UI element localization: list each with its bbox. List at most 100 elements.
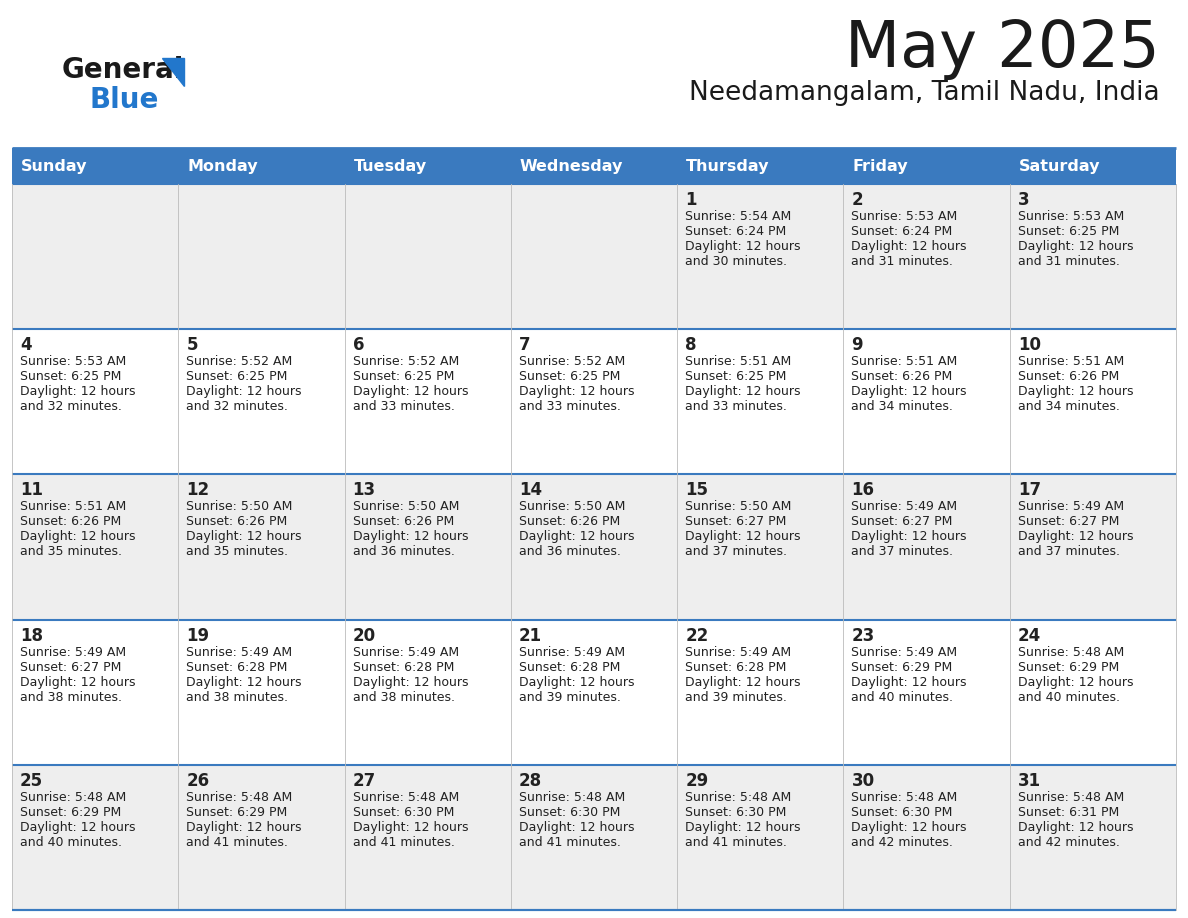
- Text: Sunrise: 5:48 AM: Sunrise: 5:48 AM: [1018, 645, 1124, 658]
- Text: Sunrise: 5:49 AM: Sunrise: 5:49 AM: [187, 645, 292, 658]
- Text: 6: 6: [353, 336, 364, 354]
- Text: Sunrise: 5:54 AM: Sunrise: 5:54 AM: [685, 210, 791, 223]
- Bar: [843, 148, 1010, 184]
- Text: Sunrise: 5:49 AM: Sunrise: 5:49 AM: [852, 500, 958, 513]
- Text: 20: 20: [353, 627, 375, 644]
- Text: 15: 15: [685, 481, 708, 499]
- Text: Sunset: 6:30 PM: Sunset: 6:30 PM: [519, 806, 620, 819]
- Text: 26: 26: [187, 772, 209, 789]
- Text: Sunset: 6:27 PM: Sunset: 6:27 PM: [1018, 515, 1119, 529]
- Text: 24: 24: [1018, 627, 1041, 644]
- Text: Sunday: Sunday: [21, 159, 88, 174]
- Text: Sunset: 6:26 PM: Sunset: 6:26 PM: [187, 515, 287, 529]
- Text: Sunset: 6:24 PM: Sunset: 6:24 PM: [852, 225, 953, 238]
- Text: Daylight: 12 hours
and 39 minutes.: Daylight: 12 hours and 39 minutes.: [685, 676, 801, 703]
- Bar: [1010, 148, 1176, 184]
- Text: Sunrise: 5:52 AM: Sunrise: 5:52 AM: [353, 355, 459, 368]
- Polygon shape: [162, 58, 184, 86]
- Text: Daylight: 12 hours
and 37 minutes.: Daylight: 12 hours and 37 minutes.: [852, 531, 967, 558]
- Text: Sunset: 6:25 PM: Sunset: 6:25 PM: [353, 370, 454, 383]
- Text: Sunrise: 5:52 AM: Sunrise: 5:52 AM: [519, 355, 625, 368]
- Text: Daylight: 12 hours
and 37 minutes.: Daylight: 12 hours and 37 minutes.: [685, 531, 801, 558]
- Text: Sunset: 6:28 PM: Sunset: 6:28 PM: [685, 661, 786, 674]
- Text: 19: 19: [187, 627, 209, 644]
- Text: Sunset: 6:24 PM: Sunset: 6:24 PM: [685, 225, 786, 238]
- Text: Daylight: 12 hours
and 31 minutes.: Daylight: 12 hours and 31 minutes.: [1018, 240, 1133, 268]
- Text: Sunrise: 5:52 AM: Sunrise: 5:52 AM: [187, 355, 292, 368]
- Text: Sunset: 6:27 PM: Sunset: 6:27 PM: [685, 515, 786, 529]
- Text: Sunrise: 5:48 AM: Sunrise: 5:48 AM: [852, 790, 958, 804]
- Bar: [12, 330, 1176, 475]
- Text: Daylight: 12 hours
and 35 minutes.: Daylight: 12 hours and 35 minutes.: [187, 531, 302, 558]
- Text: Blue: Blue: [90, 86, 159, 114]
- Text: Sunset: 6:30 PM: Sunset: 6:30 PM: [852, 806, 953, 819]
- Text: Sunrise: 5:49 AM: Sunrise: 5:49 AM: [852, 645, 958, 658]
- Text: Sunrise: 5:51 AM: Sunrise: 5:51 AM: [1018, 355, 1124, 368]
- Text: Daylight: 12 hours
and 42 minutes.: Daylight: 12 hours and 42 minutes.: [852, 821, 967, 849]
- Text: Sunset: 6:31 PM: Sunset: 6:31 PM: [1018, 806, 1119, 819]
- Text: Daylight: 12 hours
and 39 minutes.: Daylight: 12 hours and 39 minutes.: [519, 676, 634, 703]
- Text: Daylight: 12 hours
and 38 minutes.: Daylight: 12 hours and 38 minutes.: [20, 676, 135, 703]
- Text: General: General: [62, 56, 184, 84]
- Text: Daylight: 12 hours
and 41 minutes.: Daylight: 12 hours and 41 minutes.: [353, 821, 468, 849]
- Text: 10: 10: [1018, 336, 1041, 354]
- Text: Sunrise: 5:49 AM: Sunrise: 5:49 AM: [20, 645, 126, 658]
- Bar: [12, 765, 1176, 910]
- Text: Sunrise: 5:48 AM: Sunrise: 5:48 AM: [20, 790, 126, 804]
- Text: Saturday: Saturday: [1019, 159, 1100, 174]
- Text: Sunrise: 5:51 AM: Sunrise: 5:51 AM: [685, 355, 791, 368]
- Text: Sunrise: 5:50 AM: Sunrise: 5:50 AM: [187, 500, 292, 513]
- Text: Daylight: 12 hours
and 41 minutes.: Daylight: 12 hours and 41 minutes.: [187, 821, 302, 849]
- Text: Daylight: 12 hours
and 37 minutes.: Daylight: 12 hours and 37 minutes.: [1018, 531, 1133, 558]
- Text: Daylight: 12 hours
and 40 minutes.: Daylight: 12 hours and 40 minutes.: [852, 676, 967, 703]
- Text: Sunset: 6:25 PM: Sunset: 6:25 PM: [187, 370, 287, 383]
- Text: Sunrise: 5:48 AM: Sunrise: 5:48 AM: [353, 790, 459, 804]
- Text: Daylight: 12 hours
and 34 minutes.: Daylight: 12 hours and 34 minutes.: [1018, 386, 1133, 413]
- Text: Daylight: 12 hours
and 40 minutes.: Daylight: 12 hours and 40 minutes.: [1018, 676, 1133, 703]
- Text: 1: 1: [685, 191, 696, 209]
- Text: Wednesday: Wednesday: [520, 159, 624, 174]
- Bar: [12, 475, 1176, 620]
- Text: 11: 11: [20, 481, 43, 499]
- Text: Sunrise: 5:48 AM: Sunrise: 5:48 AM: [519, 790, 625, 804]
- Text: Daylight: 12 hours
and 36 minutes.: Daylight: 12 hours and 36 minutes.: [519, 531, 634, 558]
- Text: 5: 5: [187, 336, 197, 354]
- Text: Monday: Monday: [188, 159, 258, 174]
- Text: Sunset: 6:26 PM: Sunset: 6:26 PM: [852, 370, 953, 383]
- Text: Sunset: 6:30 PM: Sunset: 6:30 PM: [353, 806, 454, 819]
- Text: 13: 13: [353, 481, 375, 499]
- Text: 29: 29: [685, 772, 708, 789]
- Text: Friday: Friday: [853, 159, 908, 174]
- Text: 27: 27: [353, 772, 375, 789]
- Text: Sunrise: 5:51 AM: Sunrise: 5:51 AM: [20, 500, 126, 513]
- Text: Sunrise: 5:50 AM: Sunrise: 5:50 AM: [519, 500, 625, 513]
- Text: Sunset: 6:28 PM: Sunset: 6:28 PM: [353, 661, 454, 674]
- Text: Tuesday: Tuesday: [354, 159, 426, 174]
- Text: Sunrise: 5:49 AM: Sunrise: 5:49 AM: [353, 645, 459, 658]
- Text: Needamangalam, Tamil Nadu, India: Needamangalam, Tamil Nadu, India: [689, 80, 1159, 106]
- Text: 31: 31: [1018, 772, 1041, 789]
- Text: Sunrise: 5:49 AM: Sunrise: 5:49 AM: [685, 645, 791, 658]
- Text: Sunrise: 5:53 AM: Sunrise: 5:53 AM: [20, 355, 126, 368]
- Text: Thursday: Thursday: [687, 159, 770, 174]
- Text: Daylight: 12 hours
and 31 minutes.: Daylight: 12 hours and 31 minutes.: [852, 240, 967, 268]
- Text: 25: 25: [20, 772, 43, 789]
- Text: Sunrise: 5:53 AM: Sunrise: 5:53 AM: [1018, 210, 1124, 223]
- Text: 8: 8: [685, 336, 696, 354]
- Text: Sunrise: 5:50 AM: Sunrise: 5:50 AM: [685, 500, 791, 513]
- Text: Sunset: 6:29 PM: Sunset: 6:29 PM: [1018, 661, 1119, 674]
- Text: 9: 9: [852, 336, 862, 354]
- Text: Sunrise: 5:50 AM: Sunrise: 5:50 AM: [353, 500, 459, 513]
- Text: Sunrise: 5:53 AM: Sunrise: 5:53 AM: [852, 210, 958, 223]
- Text: 7: 7: [519, 336, 531, 354]
- Text: Sunset: 6:30 PM: Sunset: 6:30 PM: [685, 806, 786, 819]
- Text: Sunset: 6:29 PM: Sunset: 6:29 PM: [20, 806, 121, 819]
- Text: Sunrise: 5:49 AM: Sunrise: 5:49 AM: [1018, 500, 1124, 513]
- Text: Daylight: 12 hours
and 35 minutes.: Daylight: 12 hours and 35 minutes.: [20, 531, 135, 558]
- Text: Daylight: 12 hours
and 38 minutes.: Daylight: 12 hours and 38 minutes.: [187, 676, 302, 703]
- Text: Sunrise: 5:48 AM: Sunrise: 5:48 AM: [685, 790, 791, 804]
- Text: 14: 14: [519, 481, 542, 499]
- Bar: [677, 148, 843, 184]
- Bar: [12, 620, 1176, 765]
- Text: Daylight: 12 hours
and 30 minutes.: Daylight: 12 hours and 30 minutes.: [685, 240, 801, 268]
